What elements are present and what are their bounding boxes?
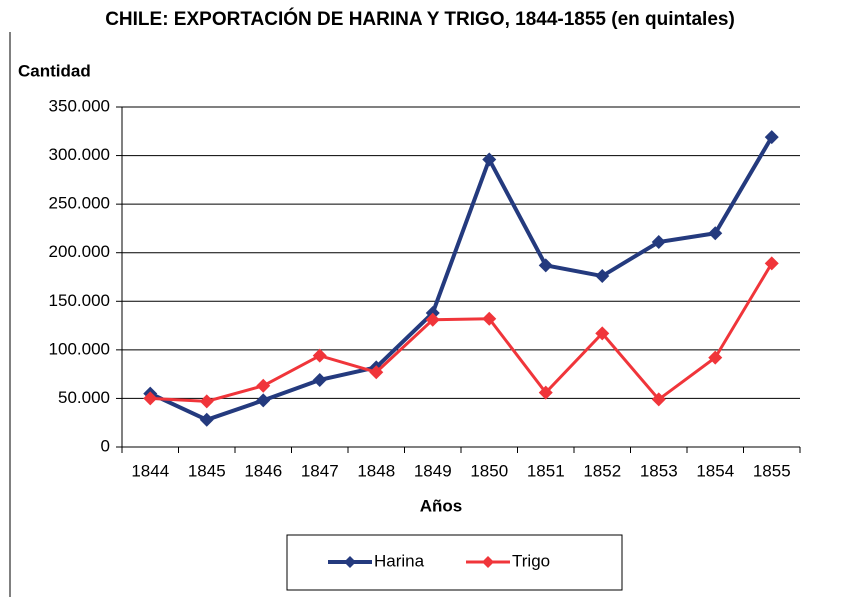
x-tick-label: 1853	[640, 461, 678, 480]
marker	[651, 392, 666, 407]
y-tick-label: 150.000	[49, 291, 110, 310]
y-tick-label: 0	[101, 436, 110, 455]
x-tick-label: 1849	[414, 461, 452, 480]
marker	[199, 412, 214, 427]
marker	[764, 256, 779, 271]
marker	[425, 312, 440, 327]
x-tick-label: 1850	[470, 461, 508, 480]
marker	[256, 393, 271, 408]
marker	[651, 235, 666, 250]
y-axis-label: Cantidad	[18, 61, 91, 80]
y-tick-label: 50.000	[58, 388, 110, 407]
y-tick-label: 250.000	[49, 194, 110, 213]
series-line	[150, 262, 774, 403]
marker	[482, 311, 497, 326]
marker	[538, 258, 553, 273]
marker	[708, 350, 723, 365]
marker	[595, 326, 610, 341]
y-tick-label: 100.000	[49, 339, 110, 358]
y-tick-label: 350.000	[49, 96, 110, 115]
marker	[312, 372, 327, 387]
legend-label: Trigo	[512, 551, 550, 570]
x-tick-label: 1851	[527, 461, 565, 480]
x-tick-label: 1845	[188, 461, 226, 480]
marker	[538, 385, 553, 400]
marker	[708, 226, 723, 241]
x-tick-label: 1848	[357, 461, 395, 480]
x-tick-label: 1844	[131, 461, 169, 480]
marker	[143, 391, 158, 406]
marker	[312, 348, 327, 363]
y-tick-label: 200.000	[49, 242, 110, 261]
marker	[764, 130, 779, 145]
legend-marker	[482, 556, 494, 568]
y-tick-label: 300.000	[49, 145, 110, 164]
x-tick-label: 1854	[696, 461, 734, 480]
legend-marker	[344, 556, 356, 568]
marker	[199, 394, 214, 409]
x-tick-label: 1855	[753, 461, 791, 480]
marker	[369, 365, 384, 380]
x-tick-label: 1852	[583, 461, 621, 480]
legend-label: Harina	[374, 551, 425, 570]
x-axis-label: Años	[420, 496, 463, 515]
x-tick-label: 1846	[244, 461, 282, 480]
x-tick-label: 1847	[301, 461, 339, 480]
chart-title: CHILE: EXPORTACIÓN DE HARINA Y TRIGO, 18…	[105, 8, 735, 30]
series-line	[149, 136, 774, 422]
marker	[482, 152, 497, 167]
marker	[595, 269, 610, 284]
marker	[256, 378, 271, 393]
